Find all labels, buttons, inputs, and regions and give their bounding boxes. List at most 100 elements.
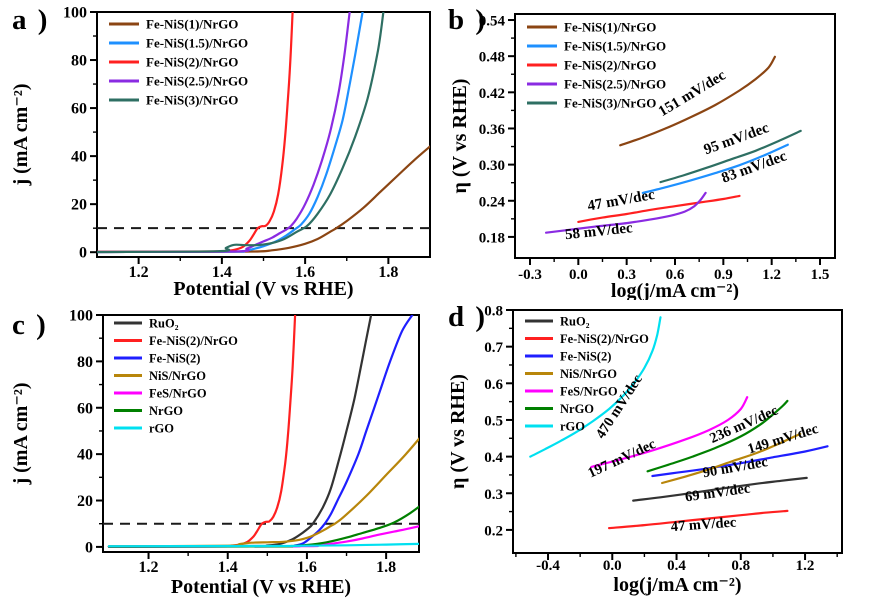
- y-tick-label: 0.4: [484, 450, 503, 466]
- legend-label-fe-nis-2-nrgo: Fe-NiS(2)/NrGO: [149, 334, 238, 348]
- y-axis-label: j (mA cm⁻²): [10, 83, 32, 186]
- x-tick-label: 1.2: [796, 558, 815, 574]
- x-tick-label: 1.4: [218, 559, 238, 576]
- y-tick-label: 80: [71, 53, 87, 70]
- tafel-slope-annotation: 83 mV/dec: [720, 148, 790, 186]
- y-axis-label: η (V vs RHE): [449, 79, 471, 194]
- y-tick-label: 0.30: [479, 158, 505, 174]
- x-tick-label: 1.8: [376, 559, 396, 576]
- y-axis-label: η (V vs RHE): [447, 374, 469, 489]
- panel-b-curve-fe-nis-1-5-nrgo: [641, 143, 789, 194]
- legend-label-nrgo: NrGO: [149, 404, 183, 418]
- legend-label-nrgo: NrGO: [560, 402, 594, 416]
- legend-label-fe-nis-2: Fe-NiS(2): [560, 350, 611, 364]
- legend-label-rgo: rGO: [149, 422, 174, 436]
- panel-a-label: a ): [12, 4, 50, 36]
- panel-b-legend: Fe-NiS(1)/NrGO Fe-NiS(1.5)/NrGO Fe-NiS(2)/…: [527, 20, 666, 111]
- panel-d-legend: RuO₂ Fe-NiS(2)/NrGO Fe-NiS(2) NiS/NrGO FeS/N…: [525, 315, 649, 434]
- panel-c-curve-nis-nrgo: [107, 437, 419, 548]
- y-tick-label: 0: [85, 539, 93, 556]
- plot-frame: [512, 309, 843, 554]
- legend-label-nis-nrgo: NiS/NrGO: [149, 369, 206, 383]
- panel-a-series: [97, 12, 430, 254]
- y-tick-label: 0.7: [484, 340, 503, 356]
- panel-a-curve-fe-nis-2-nrgo: [97, 12, 294, 253]
- y-tick-label: 20: [71, 197, 87, 214]
- tafel-slope-annotation: 90 mV/dec: [702, 454, 770, 481]
- y-tick-label: 60: [71, 101, 87, 118]
- y-tick-label: 0.54: [479, 14, 506, 30]
- panel-b-curve-fe-nis-2-nrgo: [577, 194, 741, 223]
- panel-c-curve-fe-nis-2-nrgo: [107, 315, 297, 548]
- y-tick-label: 100: [69, 308, 93, 325]
- panel-b-series: [545, 55, 802, 234]
- panel-d-curve-ruo: [632, 476, 808, 502]
- x-tick-label: 1.6: [295, 264, 315, 281]
- y-tick-label: 0.18: [479, 230, 505, 246]
- y-tick-label: 100: [63, 5, 87, 22]
- panel-a: a ) 1.2 1.4 1.6 1.8 0 20 40 60 80 100 Potential (V…: [0, 0, 445, 300]
- panel-c-label: c ): [12, 309, 48, 341]
- x-tick-label: 0.9: [714, 267, 733, 283]
- panel-b-curve-fe-nis-3-nrgo: [659, 129, 802, 184]
- panel-a-axes: 1.2 1.4 1.6 1.8 0 20 40 60 80 100 Potential (V vs …: [10, 5, 431, 300]
- panel-c-series: [107, 315, 419, 548]
- x-tick-label: 0.8: [731, 558, 750, 574]
- x-tick-label: 0.3: [617, 267, 636, 283]
- plot-frame: [96, 11, 431, 258]
- panel-d-curve-fe-nis-2-nrgo: [608, 509, 789, 530]
- x-tick-label: 0.4: [667, 558, 686, 574]
- y-axis-label: j (mA cm⁻²): [10, 382, 32, 485]
- legend-label-fe-nis-2-nrgo: Fe-NiS(2)/NrGO: [146, 55, 238, 70]
- x-tick-label: 1.2: [129, 264, 149, 281]
- x-axis-label: Potential (V vs RHE): [171, 576, 351, 598]
- legend-label-fe-nis-1-nrgo: Fe-NiS(1)/NrGO: [564, 20, 656, 35]
- legend-label-fe-nis-2: Fe-NiS(2): [149, 352, 200, 366]
- legend-label-ruo: RuO₂: [560, 315, 590, 329]
- panel-d-curve-nrgo: [646, 399, 789, 473]
- panel-d-curve-nis-nrgo: [661, 432, 802, 485]
- panel-c: c ) 1.2 1.4 1.6 1.8 0 20 40 60 80 100 Potential (V…: [0, 300, 445, 601]
- x-axis-label: Potential (V vs RHE): [173, 278, 353, 300]
- panel-b-curve-fe-nis-2-5-nrgo: [545, 191, 707, 234]
- y-tick-label: 0.24: [479, 194, 506, 210]
- y-tick-label: 0.6: [484, 377, 503, 393]
- x-tick-label: 0.6: [666, 267, 685, 283]
- tafel-slope-annotation: 47 mV/dec: [670, 515, 737, 536]
- x-tick-label: 1.8: [378, 264, 398, 281]
- legend-label-fe-nis-2-nrgo: Fe-NiS(2)/NrGO: [560, 332, 649, 346]
- plot-frame: [514, 13, 836, 259]
- panel-d-axes: -0.4 0.0 0.4 0.8 1.20.20.30.40.50.60.70.8log…: [447, 304, 843, 596]
- panel-a-legend: Fe-NiS(1)/NrGO Fe-NiS(1.5)/NrGO Fe-NiS(2)/…: [109, 17, 248, 108]
- tafel-slope-annotation: 197 mV/dec: [585, 436, 658, 482]
- panel-c-curve-rgo: [107, 542, 419, 548]
- x-tick-label: 0.0: [603, 558, 622, 574]
- y-tick-label: 0.8: [484, 304, 503, 320]
- legend-label-fe-nis-3-nrgo: Fe-NiS(3)/NrGO: [564, 96, 656, 111]
- legend-label-rgo: rGO: [560, 420, 585, 434]
- legend-label-fe-nis-2-nrgo: Fe-NiS(2)/NrGO: [564, 58, 656, 73]
- legend-label-fe-nis-1-nrgo: Fe-NiS(1)/NrGO: [146, 17, 238, 32]
- legend-label-ruo: RuO₂: [149, 317, 179, 331]
- panel-d-series: [529, 316, 829, 530]
- legend-label-fe-nis-3-nrgo: Fe-NiS(3)/NrGO: [146, 93, 238, 108]
- panel-d-label: d ): [448, 301, 488, 333]
- panel-d-curve-fe-nis-2: [651, 445, 829, 478]
- panel-a-curve-fe-nis-1-nrgo: [97, 145, 430, 254]
- x-tick-label: 1.4: [212, 264, 232, 281]
- x-axis-label: log(j/mA cm⁻²): [613, 574, 741, 596]
- x-tick-label: 1.6: [297, 559, 317, 576]
- legend-label-fes-nrgo: FeS/NrGO: [149, 387, 207, 401]
- panel-a-curve-fe-nis-3-nrgo: [97, 12, 385, 254]
- panel-b-curve-fe-nis-1-nrgo: [619, 55, 776, 147]
- tafel-slope-annotation: 58 mV/dec: [564, 220, 634, 243]
- y-tick-label: 0.5: [484, 413, 503, 429]
- y-tick-label: 0.3: [484, 487, 503, 503]
- tafel-slope-annotation: 470 mV/dec: [593, 371, 646, 441]
- y-tick-label: 0.2: [484, 523, 503, 539]
- y-tick-label: 40: [71, 149, 87, 166]
- panel-d-curve-rgo: [529, 316, 662, 458]
- legend-label-fe-nis-1-5-nrgo: Fe-NiS(1.5)/NrGO: [564, 39, 666, 54]
- panel-b-axes: -0.3 0.0 0.3 0.6 0.9 1.2 1.5 0.18 0.24 0.30 0.36 0.…: [449, 13, 836, 300]
